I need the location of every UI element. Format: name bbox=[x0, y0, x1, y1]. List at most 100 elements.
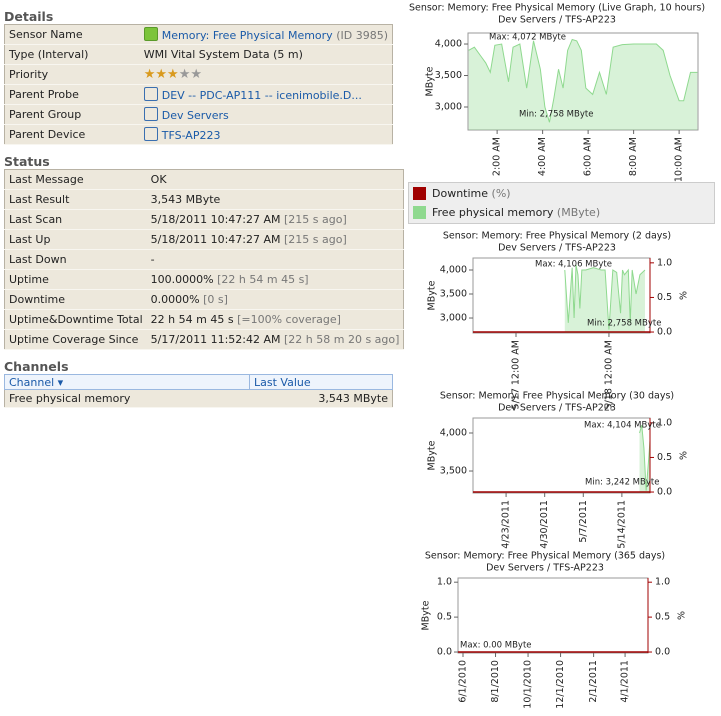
value-cell: 5/18/2011 10:47:27 AM [215 s ago] bbox=[146, 209, 404, 230]
channels-table: Channel ▾ Last Value Free physical memory 3… bbox=[4, 374, 393, 408]
y-tick-label: 3,000 bbox=[440, 313, 467, 324]
y2-tick-label: 1.0 bbox=[657, 257, 672, 268]
star: ★ bbox=[190, 67, 203, 82]
legend-item: Free physical memory (MByte) bbox=[413, 206, 600, 219]
row: Uptime 100.0000% [22 h 54 m 45 s] bbox=[4, 269, 404, 290]
y2-tick-label: 0.5 bbox=[657, 452, 672, 463]
y-tick-label: 4,000 bbox=[440, 427, 467, 438]
row: Priority ★★★★★ bbox=[4, 64, 393, 85]
label: Last Down bbox=[4, 249, 147, 270]
value: 22 h 54 m 45 s bbox=[150, 313, 234, 326]
row: Uptime Coverage Since 5/17/2011 11:52:42 … bbox=[4, 329, 404, 350]
plot-area bbox=[457, 577, 649, 654]
details-table: Sensor Name Memory: Free Physical Memory … bbox=[4, 24, 393, 145]
row: Type (Interval) WMI Vital System Data (5 … bbox=[4, 44, 393, 65]
y2-tick-label: 0.5 bbox=[655, 612, 670, 623]
y-label: MByte bbox=[421, 600, 432, 630]
annotation: Max: 4,072 MByte bbox=[489, 33, 566, 43]
y2-tick-label: 0.0 bbox=[657, 327, 672, 338]
x-tick-label: 4/23/2011 bbox=[501, 500, 512, 549]
x-tick-label: 4/30/2011 bbox=[539, 500, 550, 549]
y-tick-label: 3,500 bbox=[440, 289, 467, 300]
x-tick-label: 12/1/2010 bbox=[555, 660, 566, 709]
chart-title: Sensor: Memory: Free Physical Memory (36… bbox=[425, 551, 665, 562]
icon bbox=[143, 27, 158, 41]
star: ★ bbox=[155, 67, 168, 82]
link[interactable]: DEV -- PDC-AP111 -- icenimobile.D... bbox=[161, 89, 362, 102]
label: Downtime bbox=[4, 289, 147, 310]
row: Parent Group Dev Servers bbox=[4, 104, 393, 125]
annotation: Min: 2,758 MByte bbox=[519, 110, 593, 120]
value-cell: OK bbox=[146, 169, 404, 190]
note: [22 h 58 m 20 s ago] bbox=[284, 333, 400, 346]
left-panel: Details Sensor Name Memory: Free Physical … bbox=[4, 0, 405, 408]
series-line bbox=[564, 264, 646, 330]
row: Last Up 5/18/2011 10:47:27 AM [215 s ago] bbox=[4, 229, 404, 250]
value-cell: 100.0000% [22 h 54 m 45 s] bbox=[146, 269, 404, 290]
x-tick-label: 5/14/2011 bbox=[616, 500, 627, 549]
chart-title: Sensor: Memory: Free Physical Memory (30… bbox=[440, 391, 674, 402]
column-header[interactable]: Channel ▾ bbox=[4, 374, 250, 390]
annotation: Max: 4,104 MByte bbox=[584, 421, 661, 431]
plot-area bbox=[472, 257, 651, 334]
row: Parent Device TFS-AP223 bbox=[4, 124, 393, 145]
x-tick-label: 6:00 AM bbox=[583, 137, 594, 176]
chart-subtitle: Dev Servers / TFS-AP223 bbox=[498, 15, 616, 26]
column-header[interactable]: Last Value bbox=[249, 374, 393, 390]
x-tick-label: 8/1/2010 bbox=[490, 660, 501, 703]
star: ★ bbox=[143, 67, 156, 82]
note: [0 s] bbox=[203, 293, 228, 306]
y2-tick-label: 1.0 bbox=[655, 577, 670, 588]
note: [=100% coverage] bbox=[237, 313, 341, 326]
x-tick-label: 5/7/2011 bbox=[578, 500, 589, 543]
value-cell: 22 h 54 m 45 s [=100% coverage] bbox=[146, 309, 404, 330]
label: Uptime Coverage Since bbox=[4, 329, 147, 350]
y-tick-label: 3,000 bbox=[435, 102, 462, 113]
header-row: Channel ▾ Last Value bbox=[4, 374, 393, 390]
annotation: Max: 0.00 MByte bbox=[460, 641, 532, 651]
y2-label: % bbox=[677, 611, 688, 620]
legend: Downtime (%) Free physical memory (MByte) bbox=[408, 182, 715, 224]
star: ★ bbox=[178, 67, 191, 82]
label: Parent Group bbox=[4, 104, 140, 125]
swatch bbox=[413, 206, 426, 219]
value: WMI Vital System Data (5 m) bbox=[143, 48, 303, 61]
section-title: Status bbox=[4, 154, 50, 169]
annotation: Max: 4,106 MByte bbox=[535, 260, 612, 270]
value: 5/18/2011 10:47:27 AM bbox=[150, 213, 281, 226]
series-line bbox=[468, 38, 698, 123]
y2-label: % bbox=[679, 451, 690, 460]
x-tick-label: 2:00 AM bbox=[492, 137, 503, 176]
swatch bbox=[413, 187, 426, 200]
area bbox=[468, 39, 698, 130]
x-tick-label: 2/1/2011 bbox=[588, 660, 599, 703]
annotation: Min: 3,242 MByte bbox=[585, 478, 659, 488]
x-tick-label: 4:00 AM bbox=[537, 137, 548, 176]
label: Priority bbox=[4, 64, 140, 85]
y2-tick-label: 0.0 bbox=[655, 647, 670, 658]
y2-tick-label: 0.0 bbox=[657, 487, 672, 498]
value-cell: 5/17/2011 11:52:42 AM [22 h 58 m 20 s ag… bbox=[146, 329, 404, 350]
row: Last Down - bbox=[4, 249, 404, 270]
x-tick-label: 10/1/2010 bbox=[523, 660, 534, 709]
legend-item: Downtime (%) bbox=[413, 187, 511, 200]
value: OK bbox=[150, 173, 167, 186]
legend-name: Downtime bbox=[432, 187, 489, 200]
note: [215 s ago] bbox=[284, 213, 347, 226]
link[interactable]: Dev Servers bbox=[161, 109, 229, 122]
plot-area bbox=[467, 32, 699, 131]
link[interactable]: Memory: Free Physical Memory bbox=[161, 29, 333, 42]
label: Uptime&Downtime Total bbox=[4, 309, 147, 330]
label: Sensor Name bbox=[4, 24, 140, 45]
label: Parent Probe bbox=[4, 84, 140, 105]
link[interactable]: TFS-AP223 bbox=[161, 129, 221, 142]
label: Type (Interval) bbox=[4, 44, 140, 65]
chart-subtitle: Dev Servers / TFS-AP223 bbox=[498, 243, 616, 254]
value-cell: Dev Servers bbox=[139, 104, 393, 125]
x-tick-label: 5/18 12:00 AM bbox=[603, 340, 614, 409]
x-tick-label: 10:00 AM bbox=[674, 137, 685, 182]
plot-area bbox=[472, 417, 651, 494]
label: Last Scan bbox=[4, 209, 147, 230]
y-label: MByte bbox=[427, 280, 438, 310]
